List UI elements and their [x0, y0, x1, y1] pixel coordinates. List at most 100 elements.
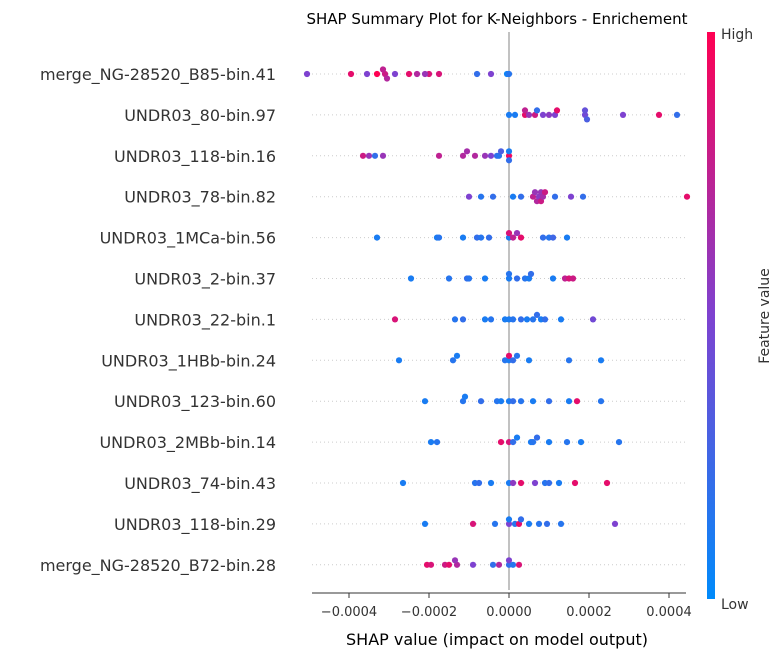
data-point — [487, 70, 495, 78]
data-point — [513, 275, 521, 282]
feature-label: UNDR03_1MCa-bin.56 — [100, 229, 276, 249]
feature-label: UNDR03_2-bin.37 — [134, 270, 276, 290]
data-point — [557, 520, 565, 528]
data-point — [469, 520, 477, 528]
data-point — [477, 398, 485, 405]
data-point — [571, 479, 579, 487]
data-point — [509, 561, 517, 568]
data-point — [433, 439, 441, 446]
data-point — [459, 152, 467, 159]
feature-label: UNDR03_118-bin.29 — [114, 515, 276, 535]
data-point — [517, 234, 525, 241]
data-point — [303, 70, 311, 78]
data-point — [553, 107, 561, 114]
data-point — [465, 193, 473, 200]
data-point — [505, 111, 513, 118]
data-point — [505, 275, 513, 282]
data-point — [505, 352, 513, 359]
data-point — [513, 230, 521, 237]
data-point — [413, 70, 421, 78]
data-point — [509, 234, 517, 241]
data-point — [539, 234, 547, 241]
x-tick-label: 0.0004 — [646, 605, 692, 620]
data-point — [549, 234, 557, 241]
data-point — [523, 316, 531, 323]
data-point — [421, 520, 429, 528]
data-point — [471, 152, 479, 159]
feature-label: merge_NG-28520_B85-bin.41 — [40, 65, 276, 85]
data-point — [555, 479, 563, 487]
x-tick-label: −0.0002 — [401, 605, 457, 620]
data-point — [615, 439, 623, 446]
data-point — [459, 316, 467, 323]
row-guides — [312, 73, 686, 566]
data-point — [427, 561, 435, 568]
data-point — [489, 193, 497, 200]
data-point — [421, 70, 429, 78]
data-point — [545, 398, 553, 405]
feature-label: UNDR03_22-bin.1 — [134, 310, 276, 330]
data-point — [521, 107, 529, 114]
data-point — [549, 275, 557, 282]
x-tick-label: 0.0002 — [566, 605, 612, 620]
feature-label: UNDR03_123-bin.60 — [114, 392, 276, 412]
data-point — [473, 70, 481, 78]
feature-label: UNDR03_78-bin.82 — [124, 188, 276, 208]
colorbar-low-label: Low — [721, 597, 749, 613]
data-point — [497, 148, 505, 155]
data-point — [565, 398, 573, 405]
data-point — [451, 557, 459, 564]
data-point — [513, 352, 521, 359]
data-point — [525, 520, 533, 528]
data-point — [529, 439, 537, 446]
data-point — [683, 193, 691, 200]
data-point — [531, 479, 539, 487]
data-point — [477, 193, 485, 200]
chart-title: SHAP Summary Plot for K-Neighbors - Enri… — [306, 10, 687, 28]
data-point — [489, 561, 497, 568]
data-point — [391, 316, 399, 323]
data-point — [533, 434, 541, 441]
data-point — [565, 357, 573, 364]
data-point — [577, 439, 585, 446]
data-point — [545, 479, 553, 487]
data-point — [535, 520, 543, 528]
data-point — [533, 311, 541, 318]
data-point — [359, 152, 367, 159]
data-point — [495, 561, 503, 568]
data-point — [509, 398, 517, 405]
data-point — [589, 316, 597, 323]
colorbar — [707, 32, 715, 599]
data-point — [421, 398, 429, 405]
data-point — [505, 70, 513, 78]
data-point — [481, 152, 489, 159]
data-point — [481, 316, 489, 323]
data-point — [569, 275, 577, 282]
data-point — [459, 234, 467, 241]
data-point — [399, 479, 407, 487]
colorbar-high-label: High — [721, 27, 753, 43]
data-point — [373, 234, 381, 241]
data-point — [517, 479, 525, 487]
data-point — [509, 357, 517, 364]
data-point — [619, 111, 627, 118]
data-point — [505, 557, 513, 564]
data-point — [557, 316, 565, 323]
feature-label: UNDR03_74-bin.43 — [124, 474, 276, 494]
feature-label: UNDR03_2MBb-bin.14 — [99, 433, 276, 453]
data-point — [541, 316, 549, 323]
feature-labels: merge_NG-28520_B85-bin.41 UNDR03_80-bin.9… — [40, 65, 276, 576]
feature-label: merge_NG-28520_B72-bin.28 — [40, 556, 276, 576]
data-point — [579, 193, 587, 200]
data-point — [517, 316, 525, 323]
data-point — [435, 152, 443, 159]
data-point — [583, 116, 591, 123]
data-point — [517, 193, 525, 200]
data-point — [487, 316, 495, 323]
data-point — [347, 70, 355, 78]
points-layer — [303, 66, 691, 568]
data-point — [563, 234, 571, 241]
data-point — [611, 520, 619, 528]
data-point — [435, 234, 443, 241]
